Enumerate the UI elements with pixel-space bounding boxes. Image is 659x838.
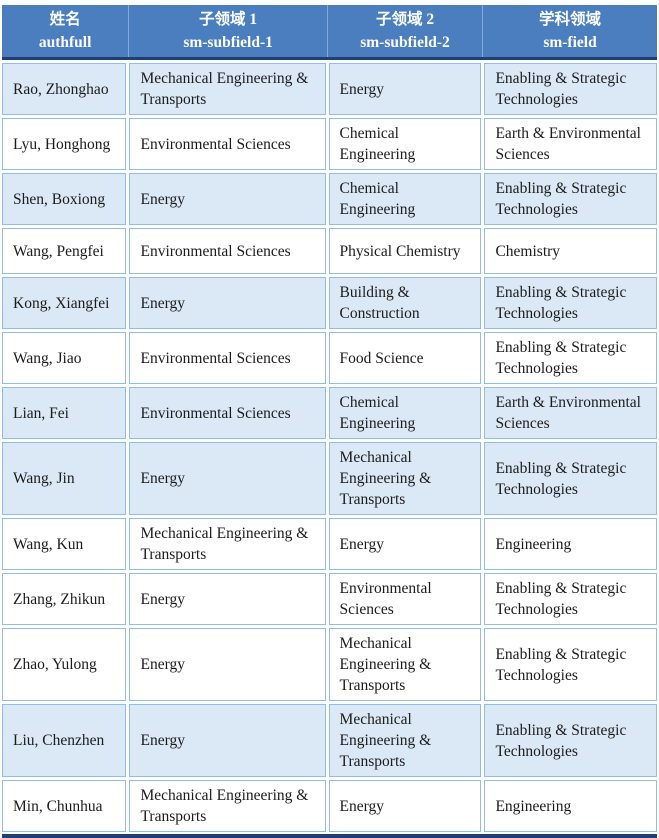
- column-header-sm-subfield-1-zh: 子领域 1: [199, 11, 258, 28]
- column-header-sm-field: 学科领域 sm-field: [482, 5, 657, 57]
- cell-sm-subfield-2: Energy: [328, 63, 482, 115]
- cell-sm-field: Enabling & Strategic Technologies: [484, 704, 657, 777]
- table-row: Liu, Chenzhen Energy Mechanical Engineer…: [2, 704, 657, 777]
- cell-sm-subfield-1: Energy: [129, 277, 326, 329]
- cell-authfull: Min, Chunhua: [2, 780, 127, 832]
- cell-authfull: Wang, Jin: [2, 442, 127, 515]
- table-row: Lyu, Honghong Environmental Sciences Che…: [2, 118, 657, 170]
- table-row: Zhang, Zhikun Energy Environmental Scien…: [2, 573, 657, 625]
- table-row: Wang, Kun Mechanical Engineering & Trans…: [2, 518, 657, 570]
- cell-authfull: Liu, Chenzhen: [2, 704, 127, 777]
- cell-sm-subfield-2: Environmental Sciences: [328, 573, 482, 625]
- cell-sm-subfield-1: Mechanical Engineering & Transports: [129, 780, 326, 832]
- cell-authfull: Wang, Kun: [2, 518, 127, 570]
- table-row: Zhao, Yulong Energy Mechanical Engineeri…: [2, 628, 657, 701]
- cell-sm-subfield-2: Mechanical Engineering & Transports: [328, 628, 482, 701]
- table-row: Shen, Boxiong Energy Chemical Engineerin…: [2, 173, 657, 225]
- cell-sm-subfield-2: Food Science: [328, 332, 482, 384]
- authors-subject-table: 姓名 authfull 子领域 1 sm-subfield-1 子领域 2 sm…: [2, 5, 657, 838]
- table-row: Wang, Jin Energy Mechanical Engineering …: [2, 442, 657, 515]
- cell-sm-subfield-2: Building & Construction: [328, 277, 482, 329]
- cell-sm-subfield-1: Energy: [129, 442, 326, 515]
- cell-sm-field: Enabling & Strategic Technologies: [484, 442, 657, 515]
- table-row: Rao, Zhonghao Mechanical Engineering & T…: [2, 63, 657, 115]
- column-header-sm-subfield-2: 子领域 2 sm-subfield-2: [327, 5, 482, 57]
- cell-sm-field: Enabling & Strategic Technologies: [484, 277, 657, 329]
- cell-sm-subfield-1: Energy: [129, 628, 326, 701]
- cell-sm-subfield-1: Mechanical Engineering & Transports: [129, 518, 326, 570]
- table-header-row: 姓名 authfull 子领域 1 sm-subfield-1 子领域 2 sm…: [2, 5, 657, 60]
- cell-sm-subfield-2: Physical Chemistry: [328, 228, 482, 274]
- cell-sm-subfield-2: Chemical Engineering: [328, 118, 482, 170]
- cell-sm-subfield-2: Mechanical Engineering & Transports: [328, 704, 482, 777]
- cell-sm-subfield-2: Mechanical Engineering & Transports: [328, 442, 482, 515]
- column-header-sm-subfield-1: 子领域 1 sm-subfield-1: [128, 5, 327, 57]
- cell-authfull: Shen, Boxiong: [2, 173, 127, 225]
- table-body: Rao, Zhonghao Mechanical Engineering & T…: [2, 63, 657, 832]
- column-header-authfull-zh: 姓名: [49, 11, 81, 28]
- cell-authfull: Wang, Jiao: [2, 332, 127, 384]
- cell-authfull: Wang, Pengfei: [2, 228, 127, 274]
- table-row: Min, Chunhua Mechanical Engineering & Tr…: [2, 780, 657, 832]
- column-header-sm-field-en: sm-field: [543, 34, 597, 51]
- cell-sm-field: Chemistry: [484, 228, 657, 274]
- cell-sm-field: Earth & Environmental Sciences: [484, 118, 657, 170]
- cell-authfull: Kong, Xiangfei: [2, 277, 127, 329]
- column-header-sm-subfield-1-en: sm-subfield-1: [183, 34, 273, 51]
- cell-sm-field: Enabling & Strategic Technologies: [484, 628, 657, 701]
- cell-sm-field: Engineering: [484, 780, 657, 832]
- table-row: Wang, Jiao Environmental Sciences Food S…: [2, 332, 657, 384]
- cell-sm-field: Enabling & Strategic Technologies: [484, 173, 657, 225]
- column-header-sm-field-zh: 学科领域: [539, 11, 602, 28]
- cell-authfull: Zhao, Yulong: [2, 628, 127, 701]
- cell-sm-subfield-1: Environmental Sciences: [129, 332, 326, 384]
- cell-sm-subfield-1: Energy: [129, 573, 326, 625]
- cell-authfull: Rao, Zhonghao: [2, 63, 127, 115]
- cell-sm-subfield-1: Environmental Sciences: [129, 118, 326, 170]
- table-row: Kong, Xiangfei Energy Building & Constru…: [2, 277, 657, 329]
- table-row: Lian, Fei Environmental Sciences Chemica…: [2, 387, 657, 439]
- cell-sm-subfield-1: Energy: [129, 704, 326, 777]
- cell-sm-subfield-1: Energy: [129, 173, 326, 225]
- cell-sm-subfield-2: Chemical Engineering: [328, 173, 482, 225]
- cell-sm-field: Engineering: [484, 518, 657, 570]
- cell-sm-subfield-1: Environmental Sciences: [129, 387, 326, 439]
- cell-sm-subfield-1: Mechanical Engineering & Transports: [129, 63, 326, 115]
- column-header-authfull: 姓名 authfull: [2, 5, 128, 57]
- cell-sm-field: Enabling & Strategic Technologies: [484, 332, 657, 384]
- cell-authfull: Lian, Fei: [2, 387, 127, 439]
- table-bottom-border: [2, 834, 657, 838]
- cell-sm-subfield-2: Energy: [328, 518, 482, 570]
- cell-authfull: Zhang, Zhikun: [2, 573, 127, 625]
- table-row: Wang, Pengfei Environmental Sciences Phy…: [2, 228, 657, 274]
- column-header-authfull-en: authfull: [38, 34, 92, 51]
- cell-sm-field: Earth & Environmental Sciences: [484, 387, 657, 439]
- cell-sm-field: Enabling & Strategic Technologies: [484, 63, 657, 115]
- cell-sm-subfield-2: Energy: [328, 780, 482, 832]
- cell-sm-subfield-2: Chemical Engineering: [328, 387, 482, 439]
- column-header-sm-subfield-2-en: sm-subfield-2: [360, 34, 450, 51]
- cell-authfull: Lyu, Honghong: [2, 118, 127, 170]
- cell-sm-subfield-1: Environmental Sciences: [129, 228, 326, 274]
- cell-sm-field: Enabling & Strategic Technologies: [484, 573, 657, 625]
- column-header-sm-subfield-2-zh: 子领域 2: [375, 11, 435, 28]
